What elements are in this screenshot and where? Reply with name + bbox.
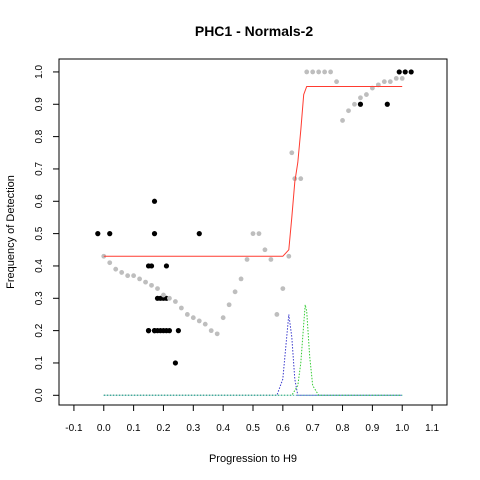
x-tick-label: 0.9 — [365, 423, 379, 434]
x-tick-label: 0.1 — [127, 423, 141, 434]
smoothed-point — [334, 79, 339, 85]
smoothed-point — [113, 266, 119, 272]
observed-point — [384, 101, 390, 107]
smoothed-point — [346, 108, 351, 114]
green-density-line — [103, 304, 403, 396]
y-axis: 0.0 0.1 0.2 0.3 0.4 0.5 0.6 0.7 0.8 0.9 1.0 — [34, 65, 59, 402]
y-tick-label: 0.1 — [34, 356, 45, 370]
smoothed-point — [381, 79, 387, 85]
x-tick-label: 0.8 — [336, 423, 350, 434]
smoothed-point — [149, 282, 154, 288]
observed-point — [151, 231, 158, 237]
x-axis: -0.1 0.0 0.1 0.2 0.3 0.4 0.5 0.6 0.7 0.8 0.9 1.0 1.1 — [65, 405, 439, 434]
y-tick-label: 0.5 — [34, 226, 45, 240]
smoothed-point — [196, 318, 202, 324]
smoothed-point — [280, 286, 286, 291]
observed-point — [148, 263, 155, 269]
smoothed-point — [137, 276, 142, 282]
observed-point — [95, 231, 101, 237]
smoothed-point — [155, 286, 160, 291]
y-tick-label: 0.0 — [34, 388, 45, 402]
x-tick-label: 0.2 — [157, 423, 171, 434]
smoothed-point — [226, 302, 232, 308]
marks-layer — [95, 69, 414, 396]
smoothed-point — [178, 305, 184, 311]
smoothed-point — [190, 315, 196, 321]
smoothed-point — [298, 176, 304, 182]
y-axis-title: Frequency of Detection — [5, 175, 17, 289]
observed-point — [402, 69, 408, 75]
y-tick-label: 0.4 — [34, 259, 45, 273]
observed-point — [145, 328, 152, 334]
smoothed-point — [173, 299, 178, 304]
observed-point — [151, 198, 158, 204]
smoothed-point — [250, 231, 256, 237]
smoothed-point — [232, 289, 238, 295]
observed-point — [107, 231, 113, 237]
smoothed-point — [364, 92, 369, 97]
smoothed-point — [220, 315, 226, 321]
smoothed-point — [304, 69, 310, 75]
chart-title: PHC1 - Normals-2 — [195, 23, 313, 39]
smoothed-point — [101, 253, 107, 259]
smoothed-point — [131, 273, 137, 279]
smoothed-point — [125, 273, 131, 279]
y-tick-label: 0.3 — [34, 291, 45, 305]
smoothed-point — [262, 247, 268, 253]
smoothed-point — [143, 279, 148, 285]
x-tick-label: 0.6 — [276, 423, 290, 434]
x-tick-label: 0.5 — [246, 423, 260, 434]
observed-point — [357, 101, 364, 107]
smoothed-point — [184, 312, 190, 317]
observed-point — [196, 231, 202, 237]
x-axis-title: Progression to H9 — [209, 453, 297, 465]
observed-point — [172, 360, 178, 366]
observed-point — [396, 69, 402, 75]
fit-line — [103, 86, 403, 257]
y-tick-label: 0.8 — [34, 129, 45, 143]
x-tick-label: 0.7 — [306, 423, 320, 434]
x-tick-label: 1.1 — [425, 423, 439, 434]
smoothed-point — [214, 331, 220, 337]
y-tick-label: 1.0 — [34, 65, 45, 79]
y-tick-label: 0.6 — [34, 194, 45, 208]
x-tick-label: 1.0 — [395, 423, 409, 434]
smoothed-point — [161, 292, 166, 298]
observed-point — [408, 69, 414, 75]
smoothed-point — [316, 69, 322, 75]
x-tick-label: -0.1 — [65, 423, 83, 434]
smoothed-point — [244, 257, 250, 262]
smoothed-point — [393, 76, 399, 81]
smoothed-point — [328, 69, 333, 75]
smoothed-point — [286, 253, 292, 259]
smoothed-point — [352, 101, 357, 107]
smoothed-point — [289, 150, 295, 156]
observed-point — [163, 263, 170, 269]
y-tick-label: 0.9 — [34, 97, 45, 111]
smoothed-point — [268, 257, 274, 262]
y-tick-label: 0.7 — [34, 162, 45, 176]
smoothed-point — [256, 231, 262, 237]
smoothed-point — [358, 95, 363, 101]
observed-point — [175, 328, 181, 334]
smoothed-point — [208, 328, 214, 334]
x-tick-label: 0.4 — [216, 423, 230, 434]
x-tick-label: 0.0 — [97, 423, 111, 434]
x-tick-label: 0.3 — [186, 423, 200, 434]
y-tick-label: 0.2 — [34, 323, 45, 337]
blue-density-line — [103, 314, 403, 396]
observed-point — [166, 328, 173, 334]
smoothed-point — [399, 76, 405, 81]
smoothed-point — [387, 79, 393, 85]
smoothed-point — [167, 295, 172, 301]
smoothed-point — [202, 321, 208, 327]
smoothed-point — [107, 260, 113, 266]
smoothed-point — [310, 69, 316, 75]
smoothed-point — [274, 312, 280, 317]
smoothed-point — [119, 270, 125, 275]
smoothed-point — [340, 118, 345, 123]
smoothed-point — [322, 69, 328, 75]
smoothed-point — [238, 276, 244, 282]
